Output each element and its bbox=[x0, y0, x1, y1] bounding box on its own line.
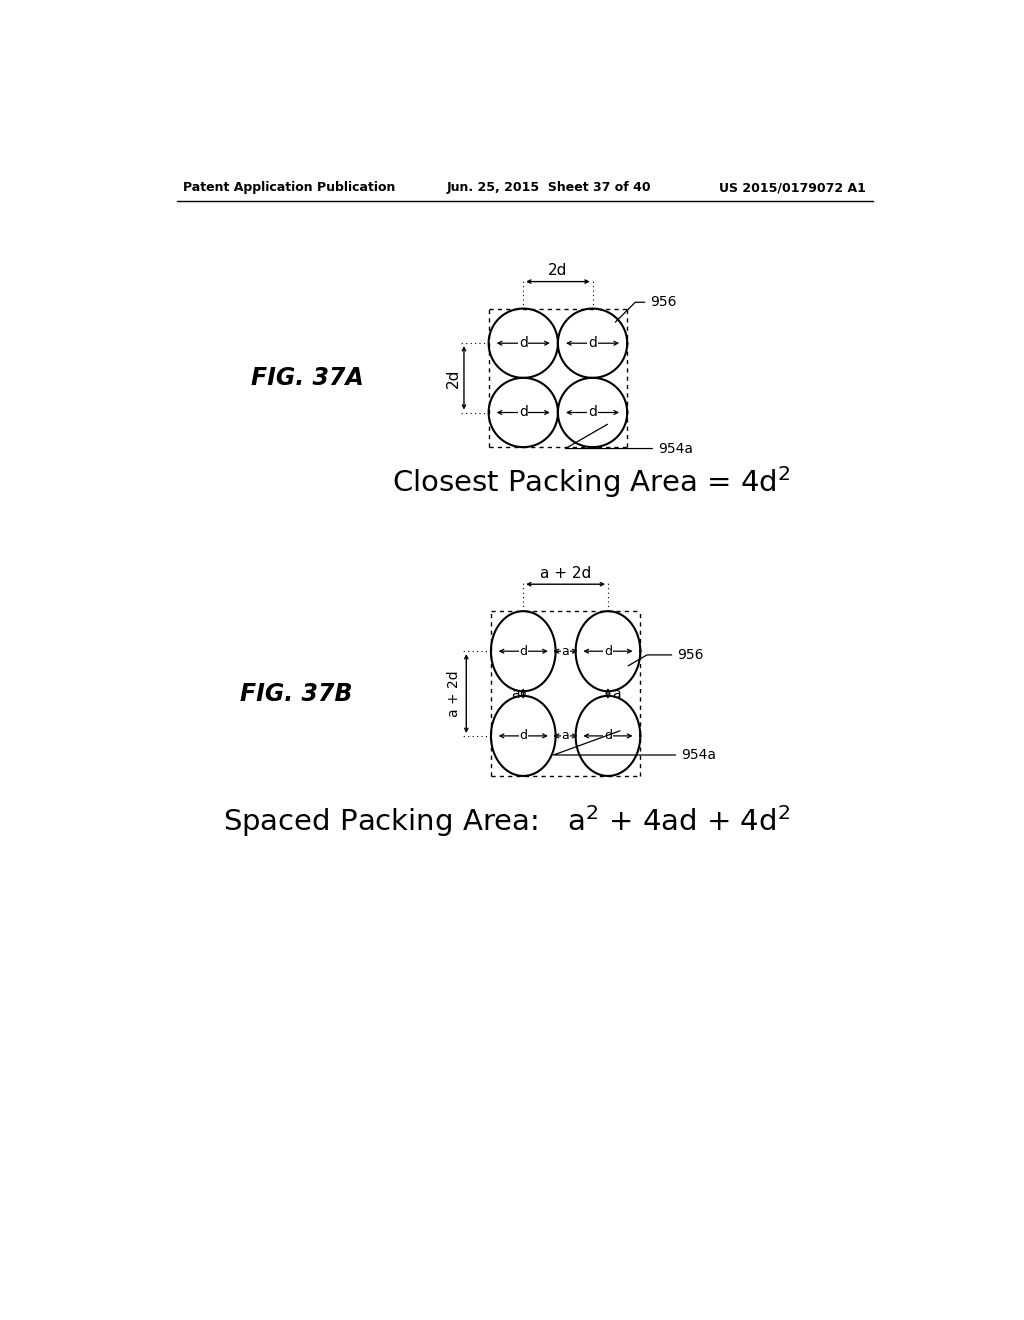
Text: FIG. 37A: FIG. 37A bbox=[251, 366, 365, 389]
Text: 956: 956 bbox=[615, 296, 677, 322]
Text: Closest Packing Area = 4d$^2$: Closest Packing Area = 4d$^2$ bbox=[392, 463, 791, 500]
Text: d: d bbox=[519, 730, 527, 742]
Text: d: d bbox=[604, 730, 612, 742]
Text: Jun. 25, 2015  Sheet 37 of 40: Jun. 25, 2015 Sheet 37 of 40 bbox=[446, 181, 651, 194]
Text: 956: 956 bbox=[628, 648, 703, 665]
Text: a + 2d: a + 2d bbox=[446, 671, 461, 717]
Text: a: a bbox=[611, 686, 621, 701]
Text: d: d bbox=[604, 644, 612, 657]
Text: 2d: 2d bbox=[548, 263, 567, 279]
Text: Patent Application Publication: Patent Application Publication bbox=[183, 181, 395, 194]
Text: FIG. 37B: FIG. 37B bbox=[240, 681, 352, 706]
Text: 954a: 954a bbox=[565, 424, 693, 455]
Text: US 2015/0179072 A1: US 2015/0179072 A1 bbox=[719, 181, 866, 194]
Text: d: d bbox=[519, 337, 527, 350]
Text: Spaced Packing Area:   a$^2$ + 4ad + 4d$^2$: Spaced Packing Area: a$^2$ + 4ad + 4d$^2… bbox=[223, 803, 791, 838]
Text: d: d bbox=[588, 405, 597, 420]
Text: d: d bbox=[588, 337, 597, 350]
Text: a + 2d: a + 2d bbox=[540, 566, 591, 581]
Text: d: d bbox=[519, 644, 527, 657]
Text: 2d: 2d bbox=[445, 368, 461, 388]
Text: a: a bbox=[562, 644, 569, 657]
Text: d: d bbox=[519, 405, 527, 420]
Text: a: a bbox=[511, 686, 519, 701]
Text: 954a: 954a bbox=[554, 731, 716, 762]
Text: a: a bbox=[562, 730, 569, 742]
